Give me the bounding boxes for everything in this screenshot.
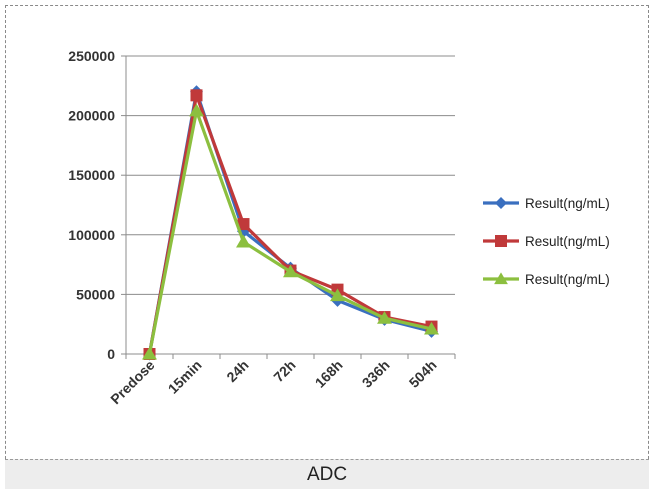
series-lines (142, 85, 439, 360)
axes (121, 56, 455, 359)
grid-lines (126, 56, 455, 294)
x-tick-label: 504h (406, 357, 440, 391)
legend-label: Result(ng/mL) (525, 196, 610, 211)
y-tick-label: 250000 (68, 48, 115, 64)
legend-item: Result(ng/mL) (483, 234, 610, 249)
x-tick-label: 168h (312, 357, 346, 391)
legend-item: Result(ng/mL) (483, 272, 610, 287)
caption-bar: ADC (5, 459, 649, 489)
y-tick-label: 200000 (68, 108, 115, 124)
y-tick-label: 150000 (68, 167, 115, 183)
y-tick-label: 0 (107, 346, 115, 362)
x-tick-labels: Predose 15min 24h 72h 168h 336h 504h (107, 357, 439, 408)
legend-label: Result(ng/mL) (525, 234, 610, 249)
data-point-diamond (495, 197, 507, 209)
x-tick-label: 15min (165, 357, 205, 397)
x-tick-label: Predose (107, 357, 158, 408)
y-tick-label: 50000 (76, 286, 115, 302)
y-tick-labels: 0 50000 100000 150000 200000 250000 (68, 48, 115, 362)
figure-caption: ADC (307, 464, 347, 486)
data-point-square (495, 235, 507, 247)
legend: Result(ng/mL) Result(ng/mL) Result(ng/mL) (483, 196, 610, 287)
x-tick-label: 24h (223, 357, 251, 385)
x-tick-label: 72h (270, 357, 298, 385)
legend-item: Result(ng/mL) (483, 196, 610, 211)
y-tick-label: 100000 (68, 227, 115, 243)
data-point-square (191, 89, 203, 101)
x-tick-label: 336h (359, 357, 393, 391)
legend-label: Result(ng/mL) (525, 272, 610, 287)
